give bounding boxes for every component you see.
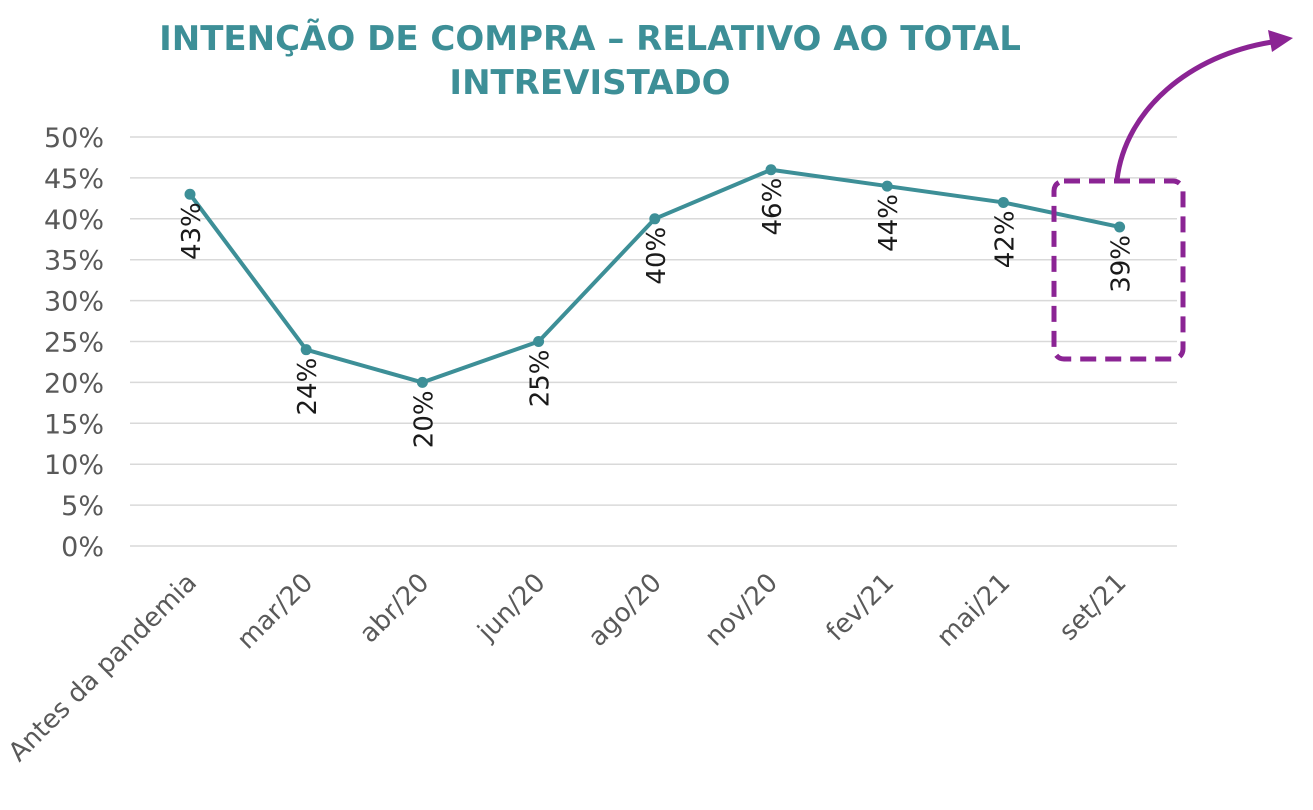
y-tick-label: 35% (44, 246, 104, 277)
y-tick-label: 10% (44, 450, 104, 481)
data-point (765, 164, 777, 176)
data-points (184, 164, 1126, 388)
data-label: 43% (177, 202, 207, 260)
data-labels: 43% 24% 20% 25% 40% 46% 44% 42% 39% (177, 178, 1137, 448)
data-label: 25% (526, 350, 556, 408)
y-tick-label: 20% (44, 368, 104, 399)
data-label: 42% (990, 210, 1020, 268)
data-point (533, 336, 545, 347)
y-axis-ticks: 0% 5% 10% 15% 20% 25% 30% 35% 40% 45% 50% (44, 123, 104, 563)
y-tick-label: 30% (44, 287, 104, 318)
data-label: 46% (758, 178, 788, 236)
data-point (997, 196, 1009, 208)
chart-title-line-2: INTREVISTADO (449, 63, 730, 103)
x-tick-label: mar/20 (232, 568, 320, 656)
x-tick-label: Antes da pandemia (3, 568, 203, 768)
data-point (184, 188, 196, 200)
x-tick-label: jun/20 (472, 568, 552, 648)
data-label: 40% (642, 227, 672, 285)
data-point (881, 180, 893, 192)
x-tick-label: nov/20 (699, 568, 784, 653)
data-label: 39% (1107, 235, 1137, 293)
y-tick-label: 15% (44, 409, 104, 440)
y-tick-label: 0% (61, 532, 104, 563)
y-tick-label: 45% (44, 164, 104, 195)
data-point (416, 376, 428, 388)
highlight-annotation (1051, 30, 1293, 362)
data-label: 24% (293, 358, 323, 416)
x-tick-label: abr/20 (354, 568, 435, 649)
x-tick-label: ago/20 (583, 568, 668, 653)
x-tick-label: mai/21 (931, 568, 1016, 653)
chart-title-line-1: INTENÇÃO DE COMPRA – RELATIVO AO TOTAL (159, 18, 1021, 59)
gridlines (130, 136, 1177, 547)
data-point (1114, 221, 1126, 233)
y-tick-label: 50% (44, 123, 104, 154)
arrow-head-icon (1268, 30, 1293, 52)
y-tick-label: 25% (44, 328, 104, 359)
highlight-arrow (1114, 39, 1275, 183)
x-tick-label: set/21 (1054, 568, 1133, 647)
y-tick-label: 40% (44, 205, 104, 236)
x-tick-label: fev/21 (821, 568, 900, 647)
y-tick-label: 5% (61, 491, 104, 522)
data-label: 20% (409, 390, 439, 448)
data-point (300, 344, 312, 356)
data-label: 44% (874, 194, 904, 252)
data-point (649, 213, 661, 225)
x-axis-ticks: Antes da pandemia mar/20 abr/20 jun/20 ago/2… (3, 568, 1133, 768)
